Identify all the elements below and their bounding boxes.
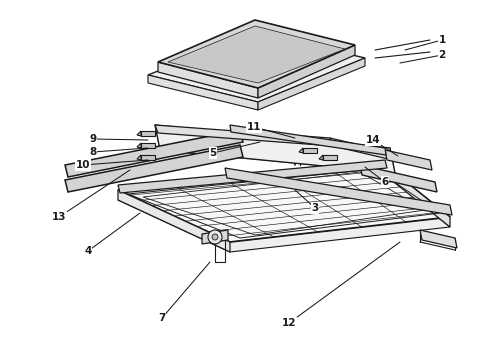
Text: 4: 4 [84,246,92,256]
Polygon shape [258,45,355,98]
Polygon shape [168,26,345,83]
Text: 11: 11 [247,122,261,132]
Text: 1: 1 [439,35,445,45]
Polygon shape [385,165,450,227]
Polygon shape [141,143,155,148]
Polygon shape [230,125,386,155]
Polygon shape [118,190,230,252]
Polygon shape [118,175,450,252]
Text: 10: 10 [76,160,90,170]
Polygon shape [141,131,155,136]
Polygon shape [330,138,418,166]
Polygon shape [155,125,333,146]
Text: 2: 2 [439,50,445,60]
Polygon shape [65,130,243,177]
Polygon shape [118,165,450,242]
Polygon shape [118,160,387,193]
Text: 7: 7 [158,313,166,323]
Text: 8: 8 [89,147,97,157]
Text: 5: 5 [209,148,217,158]
Polygon shape [155,125,395,173]
Text: 12: 12 [282,318,296,328]
Polygon shape [303,148,317,153]
Text: 9: 9 [90,134,97,144]
Polygon shape [323,155,337,160]
Text: 6: 6 [381,177,389,187]
Polygon shape [420,230,457,248]
Text: 14: 14 [366,135,380,145]
Text: 13: 13 [52,212,66,222]
Polygon shape [299,148,303,153]
Polygon shape [141,155,155,160]
Polygon shape [319,155,323,160]
Polygon shape [137,131,141,136]
Polygon shape [148,32,365,102]
Polygon shape [158,20,355,88]
Polygon shape [258,58,365,110]
Circle shape [208,230,222,244]
Polygon shape [202,230,228,244]
Polygon shape [65,145,243,192]
Circle shape [212,234,218,240]
Polygon shape [385,150,432,170]
Text: 3: 3 [311,203,318,213]
Polygon shape [148,75,258,110]
Polygon shape [158,62,258,98]
Polygon shape [360,165,437,192]
Polygon shape [137,143,141,148]
Polygon shape [137,155,141,160]
Polygon shape [225,168,452,215]
